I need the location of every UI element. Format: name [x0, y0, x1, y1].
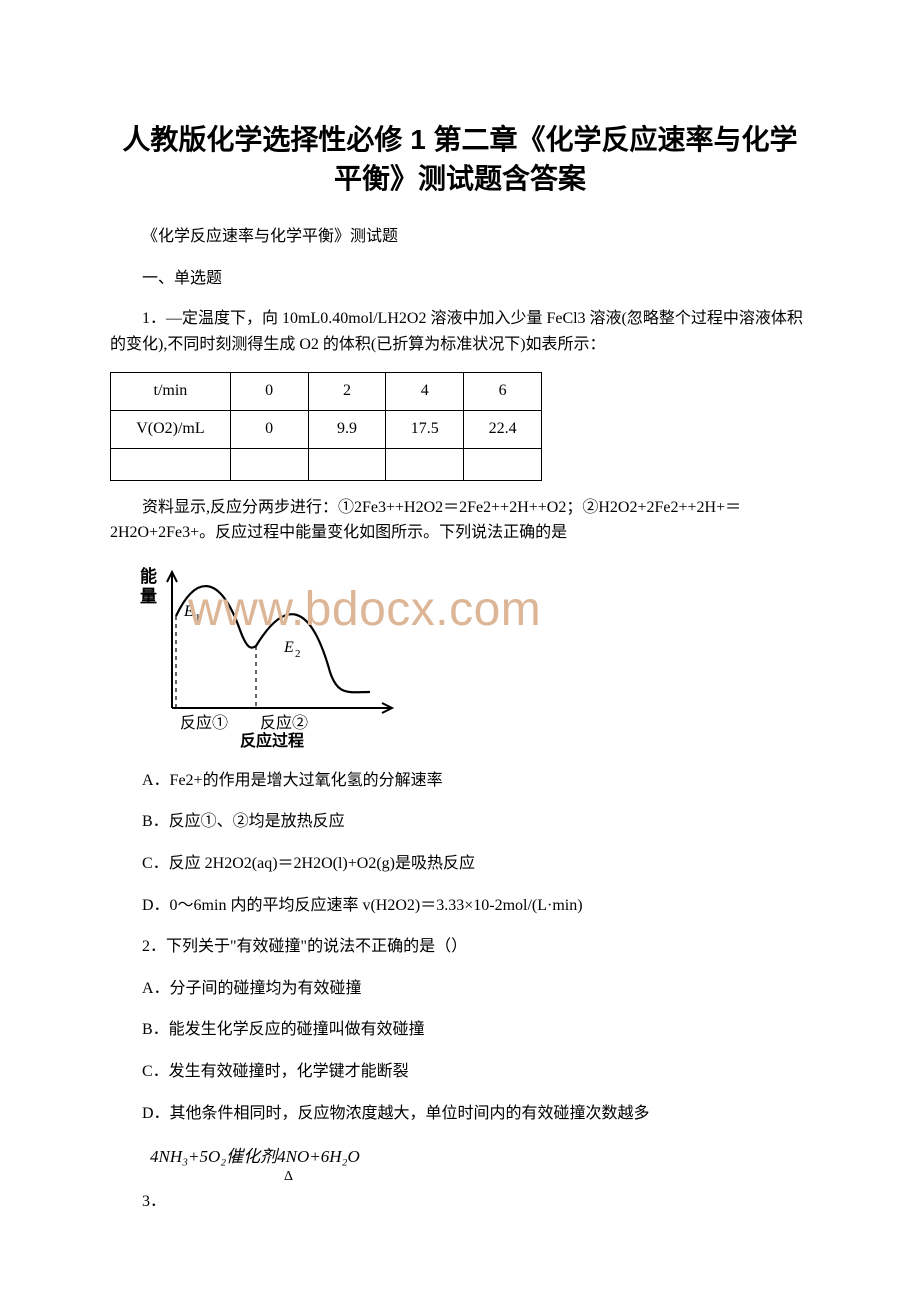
table-cell: [464, 448, 542, 480]
table-cell: 0: [230, 410, 308, 448]
q1-optD: D．0～6min 内的平均反应速率 v(H2O2)＝3.33×10-2mol/(…: [110, 893, 810, 919]
table-cell: t/min: [111, 372, 231, 410]
svg-text:反应①: 反应①: [180, 713, 228, 732]
q3: 4NH₃+5O₂催化剂4NO+6H₂O Δ 3．: [110, 1142, 810, 1211]
table-cell: 4: [386, 372, 464, 410]
table-cell: [386, 448, 464, 480]
table-cell: 22.4: [464, 410, 542, 448]
svg-text:能: 能: [140, 566, 157, 586]
svg-text:2: 2: [295, 648, 301, 660]
svg-text:反应②: 反应②: [260, 713, 308, 732]
table-cell: 6: [464, 372, 542, 410]
subtitle: 《化学反应速率与化学平衡》测试题: [110, 222, 810, 246]
q2-stem: 2．下列关于"有效碰撞"的说法不正确的是（）: [110, 934, 810, 960]
svg-text:量: 量: [140, 586, 157, 606]
q2-optD: D．其他条件相同时，反应物浓度越大，单位时间内的有效碰撞次数越多: [110, 1101, 810, 1127]
q1-optA: A．Fe2+的作用是增大过氧化氢的分解速率: [110, 768, 810, 794]
section-heading: 一、单选题: [110, 264, 810, 288]
page-title: 人教版化学选择性必修 1 第二章《化学反应速率与化学平衡》测试题含答案: [110, 120, 810, 198]
q3-delta: Δ: [284, 1169, 293, 1185]
q2-optA: A．分子间的碰撞均为有效碰撞: [110, 976, 810, 1002]
svg-text:反应过程: 反应过程: [240, 731, 304, 748]
table-cell: [308, 448, 386, 480]
svg-text:1: 1: [195, 612, 201, 624]
table-cell: 2: [308, 372, 386, 410]
svg-text:E: E: [283, 639, 294, 656]
q1-energy-chart: 能 量 E 1 E 2 反应① 反应② 反应过程 www.bdocx.com: [134, 560, 654, 748]
q1-stem2: 资料显示,反应分两步进行：①2Fe3++H2O2＝2Fe2++2H++O2；②H…: [110, 495, 810, 546]
table-cell: 0: [230, 372, 308, 410]
table-cell: V(O2)/mL: [111, 410, 231, 448]
table-cell: 17.5: [386, 410, 464, 448]
q1-optC: C．反应 2H2O2(aq)＝2H2O(l)+O2(g)是吸热反应: [110, 851, 810, 877]
q1-table: t/min0246 V(O2)/mL09.917.522.4: [110, 372, 542, 481]
q2-optC: C．发生有效碰撞时，化学键才能断裂: [110, 1059, 810, 1085]
q1-optB: B．反应①、②均是放热反应: [110, 809, 810, 835]
svg-text:E: E: [183, 603, 194, 620]
table-cell: [230, 448, 308, 480]
q1-stem1: 1．—定温度下，向 10mL0.40mol/LH2O2 溶液中加入少量 FeCl…: [110, 306, 810, 357]
q2-optB: B．能发生化学反应的碰撞叫做有效碰撞: [110, 1017, 810, 1043]
table-cell: [111, 448, 231, 480]
q3-formula: 4NH₃+5O₂催化剂4NO+6H₂O Δ: [150, 1142, 360, 1167]
q3-num: 3．: [110, 1187, 360, 1211]
table-cell: 9.9: [308, 410, 386, 448]
